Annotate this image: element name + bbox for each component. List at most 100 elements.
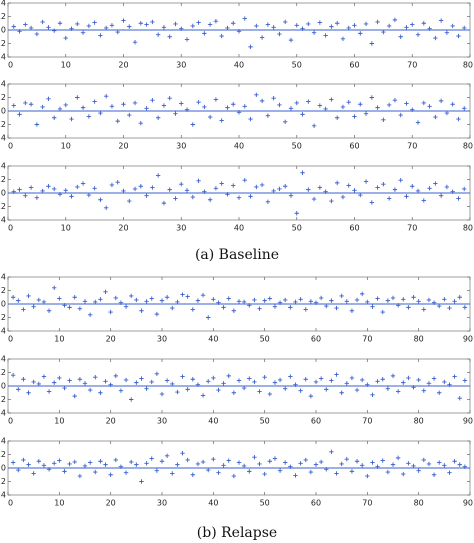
point <box>308 469 314 475</box>
point <box>283 460 288 465</box>
point <box>72 459 77 465</box>
point <box>46 184 51 189</box>
point <box>52 285 57 290</box>
y-tick-label: 0 <box>1 107 6 116</box>
point <box>103 379 108 384</box>
point <box>144 193 149 198</box>
point <box>226 458 231 463</box>
point <box>115 29 120 35</box>
point <box>185 457 190 463</box>
point <box>354 297 360 303</box>
point <box>231 473 237 479</box>
point <box>57 375 62 381</box>
point <box>216 300 221 305</box>
point <box>421 198 426 203</box>
point <box>447 470 452 475</box>
point <box>334 180 340 186</box>
point <box>164 453 170 459</box>
y-tick-label: 0.4 <box>0 273 6 282</box>
caption: (a) Baseline <box>195 247 279 263</box>
point <box>190 194 195 200</box>
point <box>344 381 349 386</box>
y-tick-label: 0.2 <box>0 12 6 21</box>
point <box>293 382 298 387</box>
x-tick-label: 10 <box>54 417 64 426</box>
point <box>155 115 161 120</box>
point <box>452 299 457 304</box>
point <box>241 385 247 391</box>
y-tick-label: -0.4 <box>0 491 6 500</box>
point <box>365 299 370 305</box>
point <box>36 381 41 387</box>
point <box>456 196 461 201</box>
point <box>339 293 344 299</box>
point <box>138 120 144 126</box>
point <box>462 378 468 383</box>
point <box>254 23 259 29</box>
y-tick-label: 0.2 <box>0 286 6 295</box>
point <box>462 106 467 111</box>
point <box>411 463 416 469</box>
point <box>318 295 324 301</box>
point <box>381 182 386 187</box>
point <box>28 25 34 31</box>
point <box>167 187 172 192</box>
point <box>369 95 375 100</box>
point <box>431 376 437 381</box>
point <box>363 179 369 184</box>
point <box>349 375 355 381</box>
point <box>69 26 74 31</box>
point <box>433 181 438 186</box>
point <box>115 118 120 124</box>
point <box>236 378 242 383</box>
point <box>109 182 115 188</box>
point <box>31 379 36 385</box>
point <box>16 387 21 392</box>
point <box>87 387 93 393</box>
point <box>421 100 426 106</box>
point <box>323 189 328 194</box>
point <box>437 460 442 465</box>
point <box>267 459 272 464</box>
point <box>103 205 109 211</box>
point <box>329 298 334 303</box>
point <box>77 306 83 311</box>
point <box>103 25 109 31</box>
point <box>34 122 40 127</box>
x-tick-label: 30 <box>157 499 167 508</box>
point <box>271 95 276 101</box>
point <box>433 114 438 120</box>
point <box>318 459 324 465</box>
point <box>21 307 26 312</box>
point <box>267 391 272 397</box>
point <box>317 103 323 108</box>
point <box>277 102 282 108</box>
point <box>254 184 259 190</box>
x-tick-label: 0 <box>8 224 13 233</box>
point <box>144 299 149 304</box>
point <box>92 20 97 25</box>
point <box>294 23 299 28</box>
point <box>444 110 450 116</box>
point <box>202 189 207 194</box>
point <box>36 459 41 464</box>
x-tick-label: 30 <box>157 417 167 426</box>
point <box>118 300 124 305</box>
point <box>221 305 226 310</box>
point <box>63 102 68 108</box>
point <box>334 115 340 120</box>
point <box>300 26 305 31</box>
point <box>75 95 80 100</box>
point <box>82 299 88 304</box>
point <box>416 299 421 304</box>
y-tick-label: 0.4 <box>0 0 6 8</box>
point <box>77 473 83 479</box>
point <box>139 479 144 484</box>
point <box>438 18 444 23</box>
x-tick-label: 70 <box>362 335 372 344</box>
point <box>349 469 355 474</box>
point <box>155 32 161 37</box>
point <box>404 25 409 30</box>
x-tick-label: 0 <box>8 499 13 508</box>
x-tick-label: 70 <box>362 499 372 508</box>
